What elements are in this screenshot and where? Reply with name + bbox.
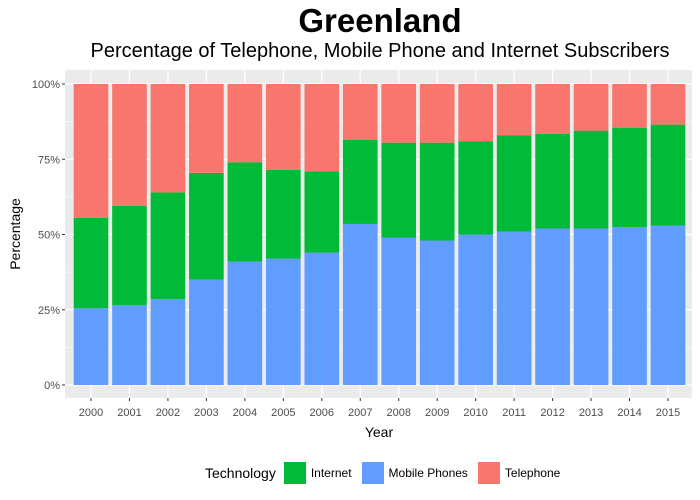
legend: Technology Internet Mobile Phones Teleph… — [205, 460, 570, 486]
bar-internet-2001 — [112, 205, 147, 306]
bar-telephone-2003 — [189, 84, 224, 173]
bar-internet-2000 — [73, 217, 109, 309]
bar-internet-2005 — [266, 169, 301, 259]
bar-internet-2007 — [342, 139, 378, 224]
bar-telephone-2010 — [458, 84, 493, 142]
bar-internet-2011 — [496, 135, 532, 232]
y-tick-label: 75% — [38, 154, 60, 166]
legend-label-mobile-phones: Mobile Phones — [388, 466, 468, 480]
x-tick-label: 2014 — [617, 407, 641, 419]
x-tick-label: 2005 — [271, 407, 295, 419]
y-tick-label: 50% — [38, 230, 60, 242]
x-tick-label: 2002 — [156, 407, 180, 419]
legend-item-mobile-phones: Mobile Phones — [361, 462, 468, 484]
bar-mobile-phones-2000 — [73, 308, 109, 385]
legend-label-telephone: Telephone — [504, 466, 561, 480]
bar-telephone-2008 — [381, 84, 417, 143]
y-tick-label: 0% — [44, 380, 60, 392]
bar-internet-2002 — [150, 192, 186, 300]
bar-internet-2010 — [458, 141, 493, 235]
bar-telephone-2005 — [266, 84, 301, 170]
x-tick-label: 2008 — [386, 407, 410, 419]
bar-telephone-2014 — [612, 84, 647, 128]
bar-telephone-2001 — [112, 84, 147, 206]
bar-mobile-phones-2003 — [189, 279, 224, 385]
bar-internet-2006 — [304, 171, 340, 253]
x-tick-label: 2001 — [117, 407, 141, 419]
bar-mobile-phones-2011 — [496, 231, 532, 385]
bar-mobile-phones-2015 — [650, 225, 686, 385]
bar-internet-2013 — [573, 130, 609, 229]
bar-mobile-phones-2013 — [573, 228, 609, 385]
legend-swatch-telephone — [477, 462, 500, 484]
legend-item-internet: Internet — [283, 462, 352, 484]
x-tick-label: 2009 — [425, 407, 449, 419]
bar-telephone-2015 — [650, 84, 686, 125]
bars — [73, 84, 686, 385]
bar-mobile-phones-2010 — [458, 234, 493, 385]
bar-mobile-phones-2001 — [112, 305, 147, 385]
x-tick-label: 2004 — [233, 407, 257, 419]
bar-internet-2014 — [612, 127, 647, 227]
bar-telephone-2006 — [304, 84, 340, 172]
bar-telephone-2011 — [496, 84, 532, 136]
x-tick-label: 2011 — [502, 407, 526, 419]
y-axis: 0% 25% 50% 75% 100% — [32, 79, 65, 392]
y-axis-title: Percentage — [7, 198, 23, 270]
bar-mobile-phones-2009 — [419, 240, 455, 385]
y-tick-label: 25% — [38, 305, 60, 317]
x-tick-label: 2007 — [348, 407, 372, 419]
legend-swatch-mobile-phones — [361, 462, 384, 484]
x-axis-title: Year — [365, 424, 394, 440]
legend-item-telephone: Telephone — [477, 462, 561, 484]
bar-telephone-2012 — [535, 84, 570, 134]
bar-internet-2015 — [650, 124, 686, 226]
y-tick-label: 100% — [32, 79, 60, 91]
bar-internet-2004 — [227, 162, 263, 262]
x-tick-label: 2000 — [79, 407, 103, 419]
legend-swatch-internet — [283, 462, 306, 484]
x-tick-label: 2003 — [194, 407, 218, 419]
x-tick-label: 2012 — [540, 407, 564, 419]
bar-mobile-phones-2007 — [342, 223, 378, 385]
bar-internet-2008 — [381, 142, 417, 238]
x-axis: 2000 2001 2002 2003 2004 2005 2006 2007 2008 2009… — [79, 398, 680, 419]
bar-mobile-phones-2008 — [381, 237, 417, 385]
bar-internet-2003 — [189, 172, 224, 280]
bar-internet-2012 — [535, 133, 570, 229]
bar-mobile-phones-2014 — [612, 226, 647, 385]
bar-telephone-2009 — [419, 84, 455, 143]
legend-label-internet: Internet — [310, 466, 352, 480]
bar-mobile-phones-2005 — [266, 258, 301, 385]
bar-mobile-phones-2012 — [535, 228, 570, 385]
x-tick-label: 2006 — [310, 407, 334, 419]
bar-telephone-2002 — [150, 84, 186, 193]
bar-telephone-2004 — [227, 84, 263, 163]
chart-title: Greenland — [298, 2, 462, 39]
bar-mobile-phones-2004 — [227, 261, 263, 385]
bar-telephone-2000 — [73, 84, 109, 218]
x-tick-label: 2013 — [579, 407, 603, 419]
legend-title: Technology — [205, 465, 276, 481]
bar-mobile-phones-2002 — [150, 299, 186, 385]
bar-mobile-phones-2006 — [304, 252, 340, 385]
bar-internet-2009 — [419, 142, 455, 241]
x-tick-label: 2015 — [656, 407, 680, 419]
x-tick-label: 2010 — [463, 407, 487, 419]
bar-telephone-2007 — [342, 84, 378, 140]
chart-subtitle: Percentage of Telephone, Mobile Phone an… — [90, 40, 670, 62]
bar-telephone-2013 — [573, 84, 609, 131]
